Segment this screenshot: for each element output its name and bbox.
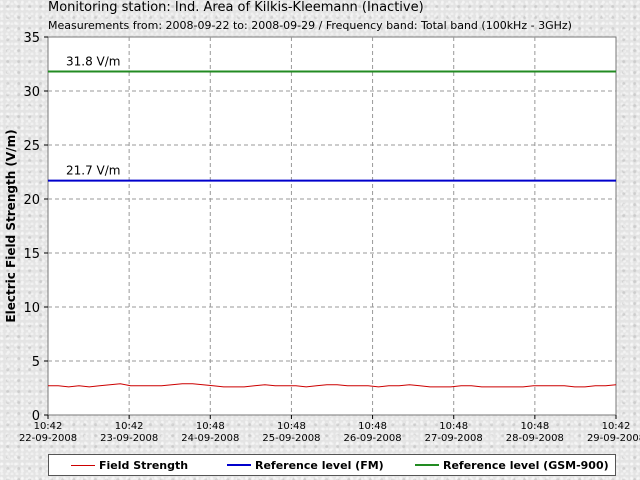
y-tick-label: 35 — [23, 31, 40, 46]
legend-item-reference-gsm: Reference level (GSM-900) — [415, 459, 609, 472]
x-tick-time-label: 10:42 — [602, 421, 631, 432]
x-tick-time-label: 10:48 — [520, 421, 549, 432]
x-tick-date-label: 26-09-2008 — [344, 433, 402, 444]
y-axis-label: Electric Field Strength (V/m) — [4, 129, 18, 322]
x-tick-date-label: 28-09-2008 — [506, 433, 564, 444]
legend-swatch-reference-gsm — [415, 464, 439, 466]
x-tick-time-label: 10:48 — [358, 421, 387, 432]
x-tick-date-label: 29-09-2008 — [587, 433, 640, 444]
legend-swatch-reference-fm — [227, 464, 251, 466]
y-tick-label: 20 — [23, 193, 40, 208]
x-tick-time-label: 10:42 — [34, 421, 63, 432]
x-tick-date-label: 27-09-2008 — [425, 433, 483, 444]
chart-title: Monitoring station: Ind. Area of Kilkis-… — [48, 0, 424, 15]
grid-lines — [48, 37, 616, 415]
reference-lines: 21.7 V/m 31.8 V/m — [48, 55, 616, 182]
y-tick-label: 30 — [23, 85, 40, 100]
x-tick-time-label: 10:42 — [115, 421, 144, 432]
legend-item-reference-fm: Reference level (FM) — [227, 459, 384, 472]
y-axis: 0 5 10 15 20 25 30 35 — [23, 31, 48, 424]
x-axis: 10:4222-09-200810:4223-09-200810:4824-09… — [19, 415, 640, 444]
y-tick-label: 5 — [32, 355, 40, 370]
legend-label-reference-fm: Reference level (FM) — [255, 459, 384, 472]
x-tick-time-label: 10:48 — [196, 421, 225, 432]
legend-swatch-field-strength — [71, 464, 95, 466]
reference-line-label: 31.8 V/m — [66, 55, 120, 69]
x-tick-date-label: 23-09-2008 — [100, 433, 158, 444]
data-series — [48, 383, 617, 388]
x-tick-date-label: 25-09-2008 — [262, 433, 320, 444]
x-tick-time-label: 10:48 — [439, 421, 468, 432]
legend-item-field-strength: Field Strength — [71, 459, 188, 472]
x-tick-time-label: 10:48 — [277, 421, 306, 432]
chart-legend: Field Strength Reference level (FM) Refe… — [48, 454, 616, 476]
y-tick-label: 25 — [23, 139, 40, 154]
y-tick-label: 15 — [23, 247, 40, 262]
y-tick-label: 10 — [23, 301, 40, 316]
plot-area — [47, 36, 617, 416]
legend-label-field-strength: Field Strength — [99, 459, 189, 472]
y-tick-label: 0 — [32, 409, 40, 424]
x-tick-date-label: 22-09-2008 — [19, 433, 77, 444]
chart-subtitle: Measurements from: 2008-09-22 to: 2008-0… — [48, 19, 572, 32]
x-tick-date-label: 24-09-2008 — [181, 433, 239, 444]
reference-line-label: 21.7 V/m — [66, 164, 120, 178]
series-line-field-strength — [48, 383, 617, 388]
legend-label-reference-gsm: Reference level (GSM-900) — [443, 459, 609, 472]
